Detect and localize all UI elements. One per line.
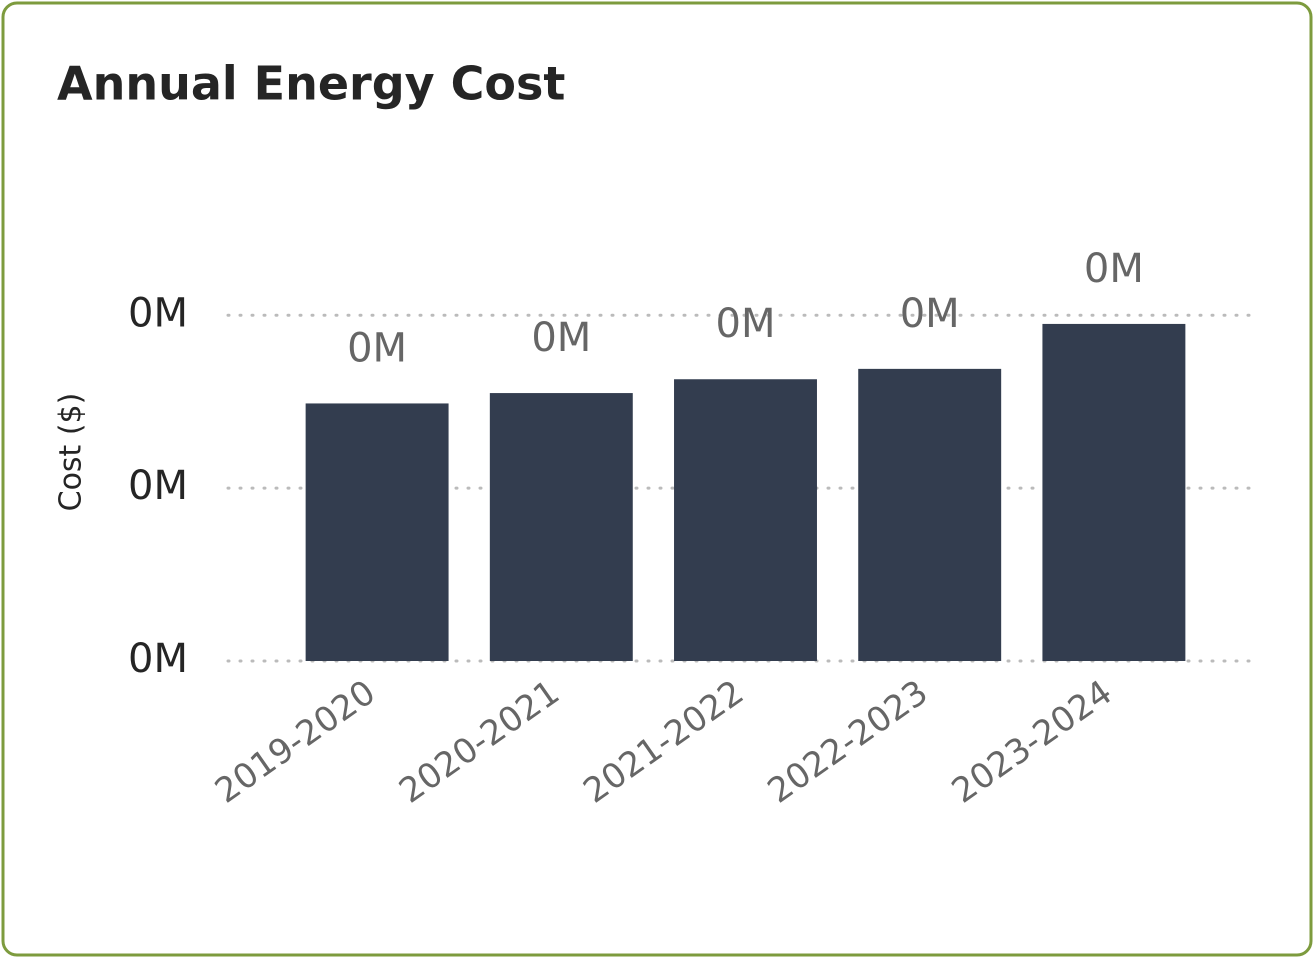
data-label: 0M: [531, 315, 591, 361]
bar: [674, 379, 817, 661]
data-label: 0M: [716, 301, 776, 347]
bar: [489, 393, 633, 661]
data-label: 0M: [1084, 246, 1144, 292]
y-tick-label: 0M: [128, 290, 188, 336]
bar: [1042, 323, 1186, 661]
chart-title: Annual Energy Cost: [57, 57, 565, 111]
data-label: 0M: [900, 291, 960, 337]
y-tick-label: 0M: [128, 463, 188, 509]
bar: [858, 368, 1002, 661]
y-axis-label: Cost ($): [54, 393, 89, 512]
bar: [305, 403, 449, 661]
y-tick-label: 0M: [128, 636, 188, 682]
data-label: 0M: [347, 325, 407, 371]
